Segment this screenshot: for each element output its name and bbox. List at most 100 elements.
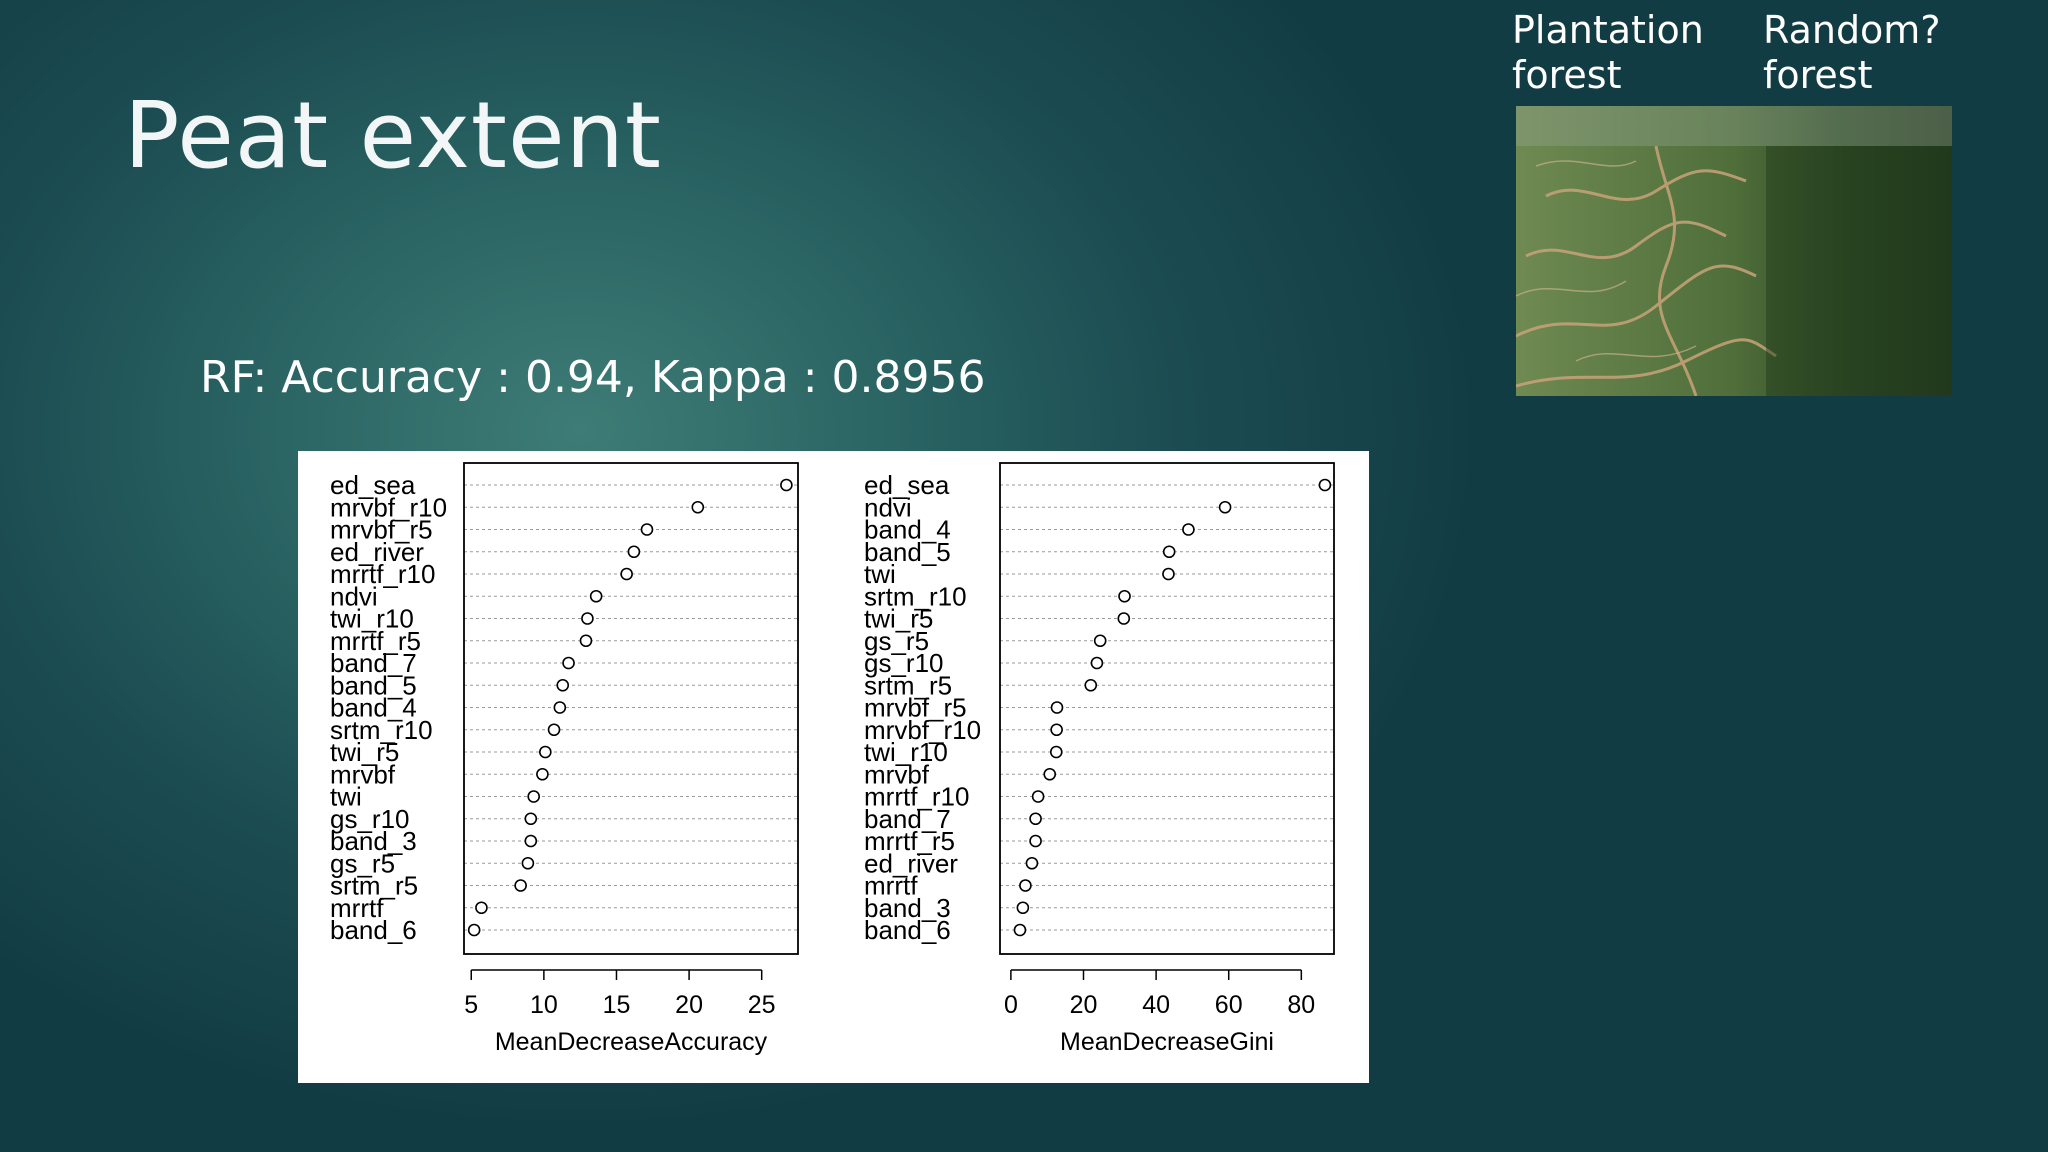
data-point: [524, 834, 538, 848]
x-axis-label: MeanDecreaseGini: [1060, 1028, 1274, 1056]
x-tick-label: 0: [1004, 991, 1018, 1019]
data-point: [1182, 523, 1195, 536]
category-label: band_6: [864, 915, 951, 945]
data-point: [1031, 790, 1045, 803]
data-point: [553, 701, 567, 714]
category-label: band_3: [864, 893, 951, 923]
category-label: srtm_r10: [864, 581, 967, 611]
data-point: [1050, 701, 1064, 714]
data-point: [1050, 723, 1063, 737]
data-point: [1029, 834, 1042, 848]
plot-frame: [463, 462, 799, 955]
data-point: [556, 678, 570, 692]
category-label: mrvbf: [330, 759, 396, 789]
data-point: [1218, 500, 1232, 514]
category-label: band_5: [330, 670, 417, 700]
random-label-line-1: Random?: [1763, 8, 1941, 52]
category-label: ndvi: [864, 492, 912, 522]
data-point: [1049, 745, 1063, 759]
category-label: mrvbf_r10: [864, 715, 981, 745]
variable-importance-plot-panel: ed_sea mrvbf_r10 mrvbf_r5 ed_river mrrtf_r10…: [298, 451, 1369, 1083]
category-label: ndvi: [330, 581, 378, 611]
data-point: [691, 500, 705, 514]
data-point: [1084, 678, 1098, 692]
slide-title: Peat extent: [124, 82, 662, 189]
category-label: ed_river: [864, 848, 958, 878]
category-label: band_4: [330, 693, 417, 723]
data-point: [1162, 567, 1175, 581]
category-label: twi: [864, 559, 896, 589]
category-label: srtm_r10: [330, 715, 433, 745]
x-tick-label: 40: [1142, 991, 1170, 1019]
category-label: gs_r10: [330, 804, 410, 834]
x-tick-label: 20: [675, 991, 703, 1019]
data-point: [589, 589, 603, 603]
dotchart-1: ed_seamrvbf_r10mrvbf_r5ed_rivermrrtf_r10…: [330, 462, 799, 1056]
data-point: [640, 523, 654, 536]
category-label: twi_r5: [864, 604, 933, 634]
data-point: [1093, 634, 1107, 648]
x-tick-label: 20: [1070, 991, 1098, 1019]
data-point: [547, 723, 561, 737]
category-label: band_5: [864, 537, 951, 567]
data-point: [1043, 767, 1057, 781]
data-point: [536, 767, 549, 781]
aerial-plantation-forest-image: [1516, 106, 1952, 396]
data-point: [579, 634, 593, 648]
model-metrics-text: RF: Accuracy : 0.94, Kappa : 0.8956: [200, 352, 986, 403]
plantation-label-line-2: forest: [1512, 53, 1622, 97]
plantation-forest-label: Plantation forest: [1512, 8, 1704, 98]
category-label: mrrtf: [330, 893, 384, 923]
x-tick-label: 5: [464, 991, 478, 1019]
category-label: mrrtf_r10: [330, 559, 435, 589]
x-tick-label: 25: [748, 991, 776, 1019]
data-point: [521, 856, 535, 870]
data-point: [527, 790, 541, 803]
x-axis-label: MeanDecreaseAccuracy: [495, 1028, 768, 1056]
category-label: band_3: [330, 826, 417, 856]
data-point: [1025, 856, 1039, 870]
data-point: [1162, 545, 1176, 559]
data-point: [620, 567, 633, 581]
x-tick-label: 10: [530, 991, 558, 1019]
category-label: twi_r5: [330, 737, 399, 767]
category-label: ed_sea: [864, 470, 950, 500]
data-point: [780, 478, 793, 492]
category-label: mrvbf_r5: [330, 515, 433, 545]
x-tick-label: 60: [1215, 991, 1243, 1019]
x-tick-label: 15: [603, 991, 631, 1019]
category-label: twi_r10: [330, 604, 414, 634]
data-point: [524, 812, 538, 826]
category-label: srtm_r5: [864, 670, 952, 700]
data-point: [1090, 656, 1104, 670]
data-point: [1118, 589, 1131, 603]
data-point: [581, 612, 594, 625]
category-label: gs_r10: [864, 648, 944, 678]
dotchart-2: ed_seandviband_4band_5twisrtm_r10twi_r5g…: [864, 462, 1335, 1056]
data-point: [562, 656, 575, 670]
data-point: [1013, 923, 1027, 937]
data-point: [1019, 879, 1032, 892]
data-point: [467, 923, 481, 937]
data-point: [1318, 478, 1332, 492]
category-label: mrrtf_r10: [864, 782, 969, 812]
data-point: [627, 545, 641, 559]
category-label: ed_river: [330, 537, 424, 567]
data-point: [1029, 812, 1042, 826]
category-label: band_4: [864, 515, 951, 545]
category-label: mrrtf_r5: [864, 826, 955, 856]
data-point: [1016, 901, 1030, 915]
data-point: [1117, 612, 1131, 625]
category-label: srtm_r5: [330, 871, 418, 901]
category-label: twi_r10: [864, 737, 948, 767]
data-point: [514, 879, 527, 892]
category-label: mrrtf_r5: [330, 626, 421, 656]
random-forest-label: Random? forest: [1763, 8, 1941, 98]
category-label: gs_r5: [330, 848, 395, 878]
category-label: band_7: [330, 648, 417, 678]
category-label: band_6: [330, 915, 417, 945]
random-label-line-2: forest: [1763, 53, 1873, 97]
category-label: twi: [330, 782, 362, 812]
data-point: [539, 745, 552, 759]
plantation-label-line-1: Plantation: [1512, 8, 1704, 52]
